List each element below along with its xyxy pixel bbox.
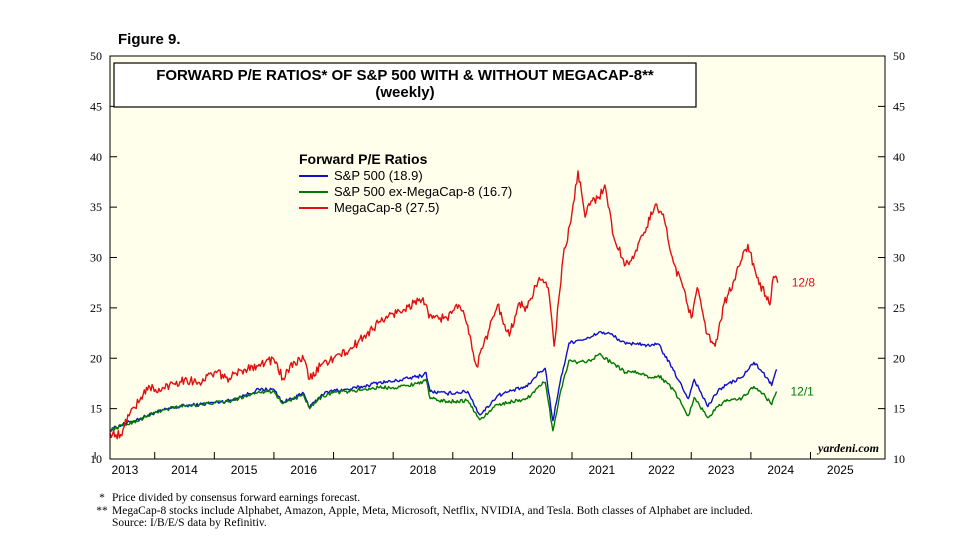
y-tick-label-left: 25 (90, 301, 102, 315)
x-tick-label: 2018 (410, 463, 437, 477)
legend-entry: S&P 500 ex-MegaCap-8 (16.7) (334, 184, 512, 199)
y-tick-label-left: 20 (90, 351, 102, 365)
legend-entry: MegaCap-8 (27.5) (334, 200, 440, 215)
y-tick-label-left: 40 (90, 150, 102, 164)
x-tick-label: 2017 (350, 463, 377, 477)
series-end-label: 12/1 (791, 384, 815, 398)
y-tick-label-right: 20 (893, 351, 905, 365)
chart-title: FORWARD P/E RATIOS* OF S&P 500 WITH & WI… (156, 67, 654, 84)
footnote-marker: * (99, 492, 105, 504)
legend-entry: S&P 500 (18.9) (334, 168, 423, 183)
footnotes: * Price divided by consensus forward earn… (92, 492, 753, 530)
footnote-1: * Price divided by consensus forward earn… (92, 492, 753, 505)
y-tick-label-right: 45 (893, 99, 905, 113)
brand-label: yardeni.com (816, 441, 879, 455)
chart-title-box: FORWARD P/E RATIOS* OF S&P 500 WITH & WI… (113, 62, 697, 108)
x-tick-label: 2022 (648, 463, 675, 477)
series-end-label: 12/8 (792, 276, 816, 290)
x-tick-label: 2025 (827, 463, 854, 477)
x-tick-label: 2014 (171, 463, 198, 477)
y-tick-label-right: 35 (893, 200, 905, 214)
y-tick-label-right: 15 (893, 402, 905, 416)
y-tick-label-right: 40 (893, 150, 905, 164)
legend-title: Forward P/E Ratios (299, 151, 428, 167)
plot-frame (109, 55, 886, 460)
y-tick-label-left: 45 (90, 99, 102, 113)
y-tick-label-right: 25 (893, 301, 905, 315)
x-tick-label: 2023 (708, 463, 735, 477)
x-tick-label: 2019 (469, 463, 496, 477)
footnote-marker: ** (96, 504, 108, 517)
legend: Forward P/E Ratios S&P 500 (18.9)S&P 500… (299, 151, 512, 215)
footnote-text: Price divided by consensus forward earni… (112, 492, 361, 504)
y-tick-label-left: 50 (90, 49, 102, 63)
series-lines: 12/1 12/8 (109, 170, 816, 440)
series-line-3 (109, 170, 779, 440)
figure-label: Figure 9. (118, 31, 181, 48)
footnote-2: ** MegaCap-8 stocks include Alphabet, Ama… (92, 505, 753, 518)
chart-subtitle: (weekly) (375, 84, 434, 101)
x-tick-label: 2024 (767, 463, 794, 477)
x-tick-label: 2015 (231, 463, 258, 477)
y-tick-label-right: 10 (893, 452, 905, 466)
y-tick-label-left: 30 (90, 251, 102, 265)
x-tick-label: 2013 (112, 463, 139, 477)
y-tick-label-right: 30 (893, 251, 905, 265)
x-tick-label: 2020 (529, 463, 556, 477)
y-tick-label-right: 50 (893, 49, 905, 63)
x-tick-label: 2021 (588, 463, 615, 477)
footnote-text: MegaCap-8 stocks include Alphabet, Amazo… (112, 504, 753, 517)
y-tick-label-left: 15 (90, 402, 102, 416)
series-line-2 (109, 352, 778, 432)
y-tick-label-left: 10 (90, 452, 102, 466)
x-tick-label: 2016 (290, 463, 317, 477)
plot-area (110, 56, 885, 459)
y-tick-label-left: 35 (90, 200, 102, 214)
source-note: Source: I/B/E/S data by Refinitiv. (112, 517, 267, 529)
